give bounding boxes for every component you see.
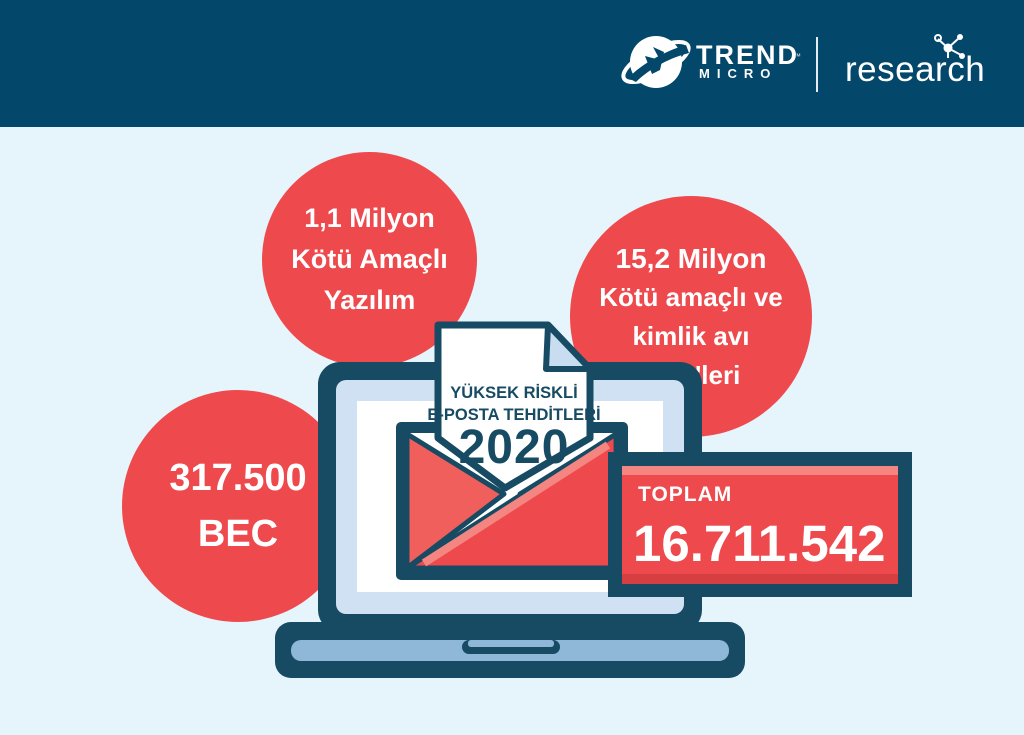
stat-line: 317.500: [169, 457, 307, 499]
trend-micro-logo-icon: [621, 34, 965, 88]
stat-line: 15,2 Milyon: [615, 242, 767, 274]
stat-bubble-malware: 1,1 Milyon Kötü Amaçlı Yazılım: [262, 152, 477, 367]
brand-trademark: ™: [793, 52, 801, 61]
total-label: TOPLAM: [638, 483, 732, 506]
brand-research: research: [845, 50, 986, 89]
document-title-line1: YÜKSEK RİSKLİ: [450, 383, 577, 402]
brand-micro: MICRO: [699, 66, 778, 81]
document-icon: YÜKSEK RİSKLİ E-POSTA TEHDİTLERİ 2020: [427, 321, 601, 492]
laptop-base: [275, 622, 745, 678]
stat-line: BEC: [197, 513, 279, 555]
stat-line: Yazılım: [323, 285, 416, 315]
header-bar: TREND ™ MICRO research: [0, 0, 1024, 127]
brand-trend: TREND: [696, 40, 799, 70]
total-box: TOPLAM 16.711.542: [608, 452, 912, 597]
document-title-line2: E-POSTA TEHDİTLERİ: [427, 406, 600, 424]
folded-corner-icon: [543, 322, 593, 372]
stat-line: kimlik avı: [632, 320, 750, 351]
stat-line: Kötü Amaçlı: [291, 244, 448, 274]
total-value: 16.711.542: [633, 515, 885, 572]
document-year: 2020: [459, 421, 570, 474]
stat-bubble-bec: 317.500 BEC: [122, 390, 354, 622]
molecule-icon: [934, 34, 965, 59]
trend-ball-icon: [621, 36, 691, 88]
brand-divider: [816, 37, 818, 92]
envelope-flaps: [404, 431, 620, 571]
stat-line: Kötü amaçlı ve: [599, 281, 783, 312]
stat-line: 1,1 Milyon: [304, 203, 435, 233]
